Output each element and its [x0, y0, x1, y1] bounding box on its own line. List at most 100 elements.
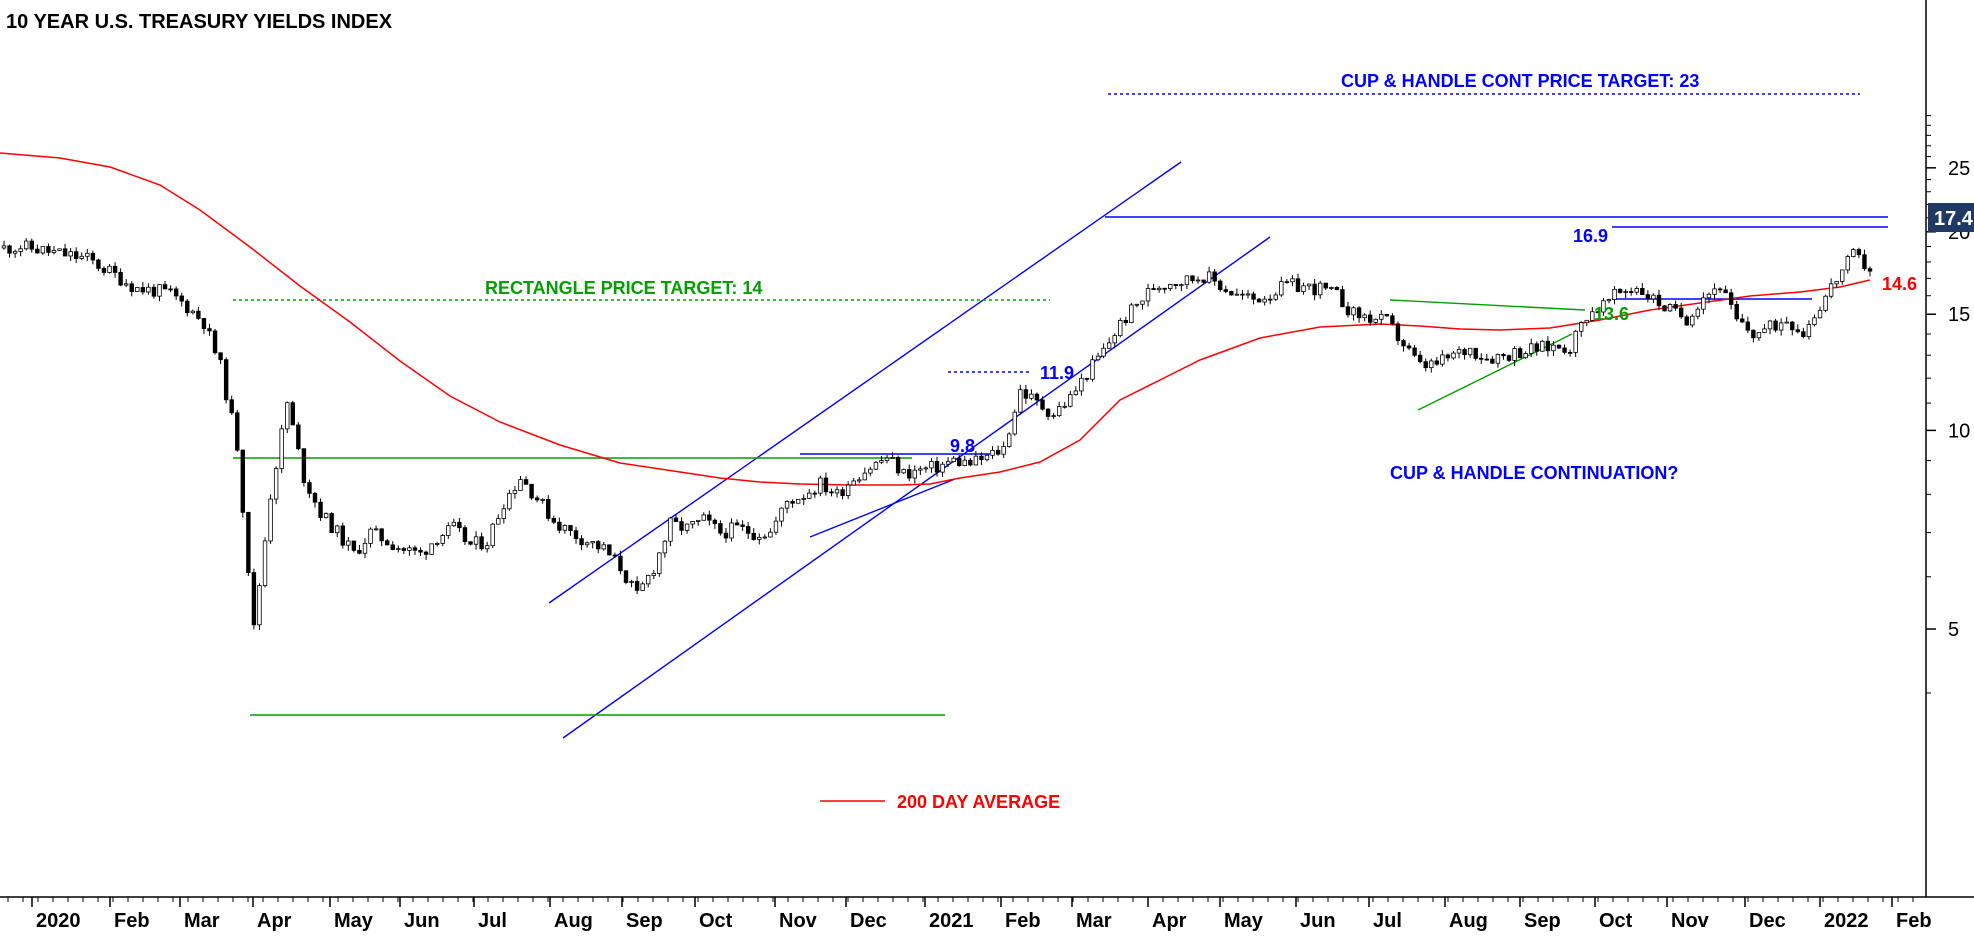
- x-tick-label: Feb: [114, 910, 150, 931]
- candle-body: [473, 536, 479, 545]
- candle-body: [1173, 284, 1179, 286]
- candle-body: [1523, 353, 1528, 359]
- candle-body: [1317, 282, 1323, 296]
- candle-body: [1501, 354, 1506, 357]
- x-tick-label: Apr: [1152, 910, 1187, 931]
- x-ticks: 2020 Feb Mar Apr May Jun Jul Aug Sep Oct Nov Dec 202…: [7, 897, 1932, 932]
- candle-body: [812, 492, 818, 495]
- candle-body: [140, 287, 146, 293]
- candle-body: [1129, 304, 1134, 324]
- candle-body: [129, 283, 134, 292]
- candle-body: [490, 523, 495, 547]
- candle-body: [1673, 304, 1678, 309]
- candle-body: [46, 246, 51, 253]
- candle-body: [1101, 347, 1106, 357]
- candle-body: [240, 449, 246, 513]
- candle-body: [1812, 317, 1817, 325]
- candle-body: [479, 536, 484, 550]
- candle-body: [1295, 278, 1301, 293]
- candle-body: [857, 479, 862, 482]
- candle-body: [251, 572, 257, 626]
- candle-body: [1229, 291, 1234, 296]
- candle-body: [1717, 288, 1723, 291]
- candle-body: [646, 575, 651, 585]
- candle-body: [1462, 349, 1467, 356]
- candle-body: [1795, 329, 1801, 333]
- candle-body: [434, 542, 440, 545]
- candle-body: [1678, 307, 1684, 318]
- candle-body: [1201, 279, 1206, 283]
- candle-body: [1751, 329, 1756, 339]
- candle-body: [1329, 287, 1334, 289]
- candle-body: [1212, 271, 1217, 282]
- candle-body: [1290, 278, 1295, 283]
- candle-body: [429, 543, 434, 555]
- candle-body: [273, 468, 279, 500]
- x-tick-label: Dec: [850, 910, 887, 931]
- candle-body: [1728, 292, 1734, 305]
- candle-body: [851, 480, 856, 486]
- candle-body: [1456, 349, 1462, 354]
- candle-body: [235, 412, 240, 451]
- candle-body: [518, 479, 523, 491]
- chart-title: 10 YEAR U.S. TREASURY YIELDS INDEX: [6, 11, 393, 33]
- candle-body: [96, 259, 101, 269]
- level-16-9-label: 16.9: [1573, 226, 1608, 246]
- candle-body: [1162, 287, 1167, 290]
- candle-body: [612, 554, 618, 557]
- candle-body: [112, 265, 118, 273]
- candle-body: [1817, 309, 1823, 319]
- last-price-badge-bg: [1928, 203, 1974, 232]
- x-tick-label: Aug: [554, 910, 593, 931]
- candle-body: [1662, 305, 1667, 312]
- candle-body: [590, 541, 595, 544]
- cup-continuation-label: CUP & HANDLE CONTINUATION?: [1390, 463, 1678, 483]
- candle-body: [1051, 415, 1056, 418]
- candle-body: [1667, 304, 1673, 312]
- candle-body: [229, 399, 234, 414]
- candle-body: [1656, 294, 1662, 307]
- candle-body: [218, 352, 223, 361]
- level-13-6-label: 13.6: [1594, 304, 1629, 324]
- candle-body: [1767, 320, 1773, 330]
- x-tick-label: Nov: [779, 910, 818, 931]
- candle-body: [584, 542, 590, 546]
- candle-body: [1234, 293, 1240, 296]
- candle-body: [1473, 347, 1478, 359]
- candle-body: [1256, 298, 1262, 303]
- x-tick-label: Apr: [257, 910, 292, 931]
- candle-body: [457, 521, 462, 529]
- candle-body: [1040, 399, 1045, 410]
- candle-body: [185, 300, 190, 314]
- candle-body: [1712, 288, 1717, 295]
- candle-body: [1045, 408, 1051, 417]
- candle-body: [1140, 300, 1145, 305]
- candle-body: [951, 457, 956, 462]
- candle-body: [12, 250, 18, 254]
- candle-body: [1429, 360, 1434, 369]
- candle-body: [168, 288, 173, 291]
- candle-body: [1034, 393, 1040, 401]
- candle-body: [973, 455, 979, 466]
- candle-body: [1367, 314, 1373, 323]
- x-tick-label: Jul: [478, 910, 507, 931]
- candle-body: [1390, 315, 1395, 325]
- candle-body: [73, 251, 79, 259]
- candle-body: [723, 532, 729, 539]
- y-tick-label: 10: [1948, 420, 1970, 442]
- level-9-8-label: 9.8: [950, 436, 975, 456]
- candle-body: [340, 525, 345, 546]
- candle-body: [779, 507, 784, 522]
- candle-body: [379, 528, 384, 542]
- candle-body: [1551, 344, 1556, 352]
- candle-body: [1095, 355, 1101, 361]
- candle-body: [1467, 347, 1473, 356]
- candle-body: [190, 310, 196, 314]
- candle-body: [1790, 321, 1795, 331]
- candle-body: [1417, 354, 1423, 363]
- candle-body: [146, 286, 151, 293]
- x-tick-label: Mar: [184, 910, 220, 931]
- candle-body: [751, 532, 756, 540]
- candle-body: [451, 521, 457, 527]
